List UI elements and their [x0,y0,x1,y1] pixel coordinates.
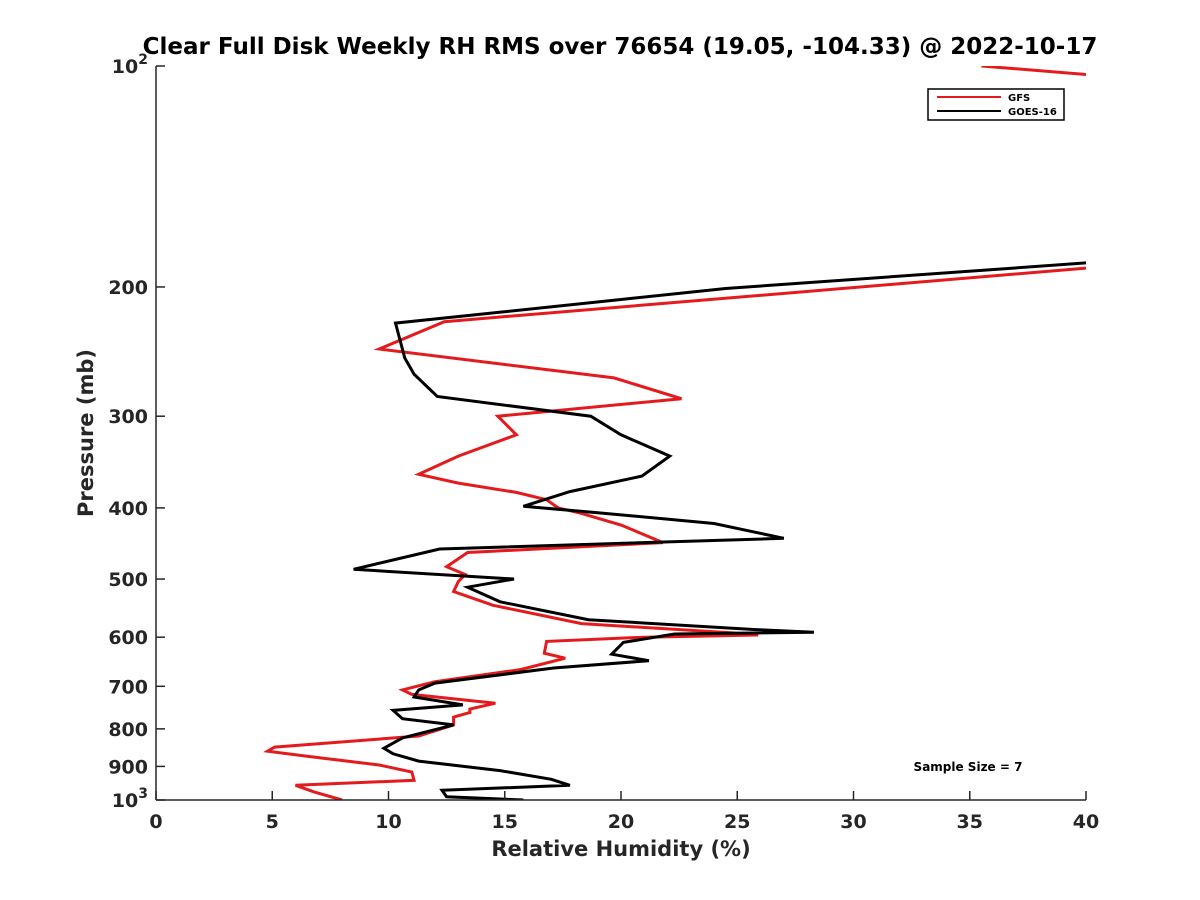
x-tick-label: 40 [1073,811,1099,833]
y-tick-label: 400 [108,498,148,520]
x-tick-label: 35 [957,811,983,833]
sample-size-annotation: Sample Size = 7 [914,760,1023,774]
x-axis-label: Relative Humidity (%) [491,837,750,861]
series-layer [263,66,1086,800]
plot-area [156,66,1086,800]
y-tick-label: 200 [108,277,148,299]
x-tick-label: 5 [266,811,279,833]
x-tick-label: 10 [375,811,401,833]
legend-box [927,88,1065,121]
y-tick-label: 102 [112,52,148,78]
y-tick-label: 103 [112,786,148,812]
y-tick-label: 500 [108,569,148,591]
x-tick-label: 0 [149,811,162,833]
y-axis-label: Pressure (mb) [74,349,98,517]
series-line-gfs [263,66,1086,800]
chart-title: Clear Full Disk Weekly RH RMS over 76654… [143,34,1098,60]
y-tick-label: 700 [108,676,148,698]
y-tick-label: 800 [108,719,148,741]
y-tick-label: 900 [108,756,148,778]
y-tick-label: 600 [108,627,148,649]
legend: GFS GOES-16 [927,88,1065,121]
legend-label-gfs: GFS [1008,93,1030,104]
x-tick-label: 30 [840,811,866,833]
x-tick-label: 15 [492,811,518,833]
y-tick-label: 300 [108,406,148,428]
x-tick-label: 20 [608,811,634,833]
x-tick-label: 25 [724,811,750,833]
x-ticks: 0 5 10 15 20 25 30 35 40 [149,791,1099,833]
series-line-goes-16 [353,261,1086,800]
legend-label-goes16: GOES-16 [1008,107,1057,118]
y-ticks: 102 200 300 400 500 600 700 800 900 103 [108,52,165,812]
